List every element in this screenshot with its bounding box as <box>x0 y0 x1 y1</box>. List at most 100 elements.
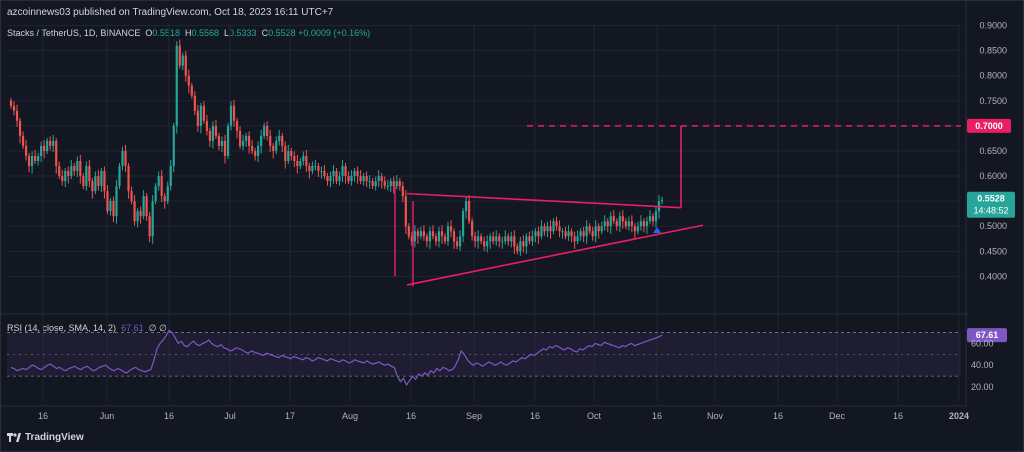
candle-body <box>284 145 287 161</box>
candle <box>528 231 531 245</box>
candle <box>284 141 287 169</box>
candle <box>540 220 543 240</box>
candle <box>199 102 202 134</box>
candle-body <box>21 135 25 146</box>
candle <box>139 206 142 224</box>
candle-body <box>82 176 85 187</box>
candle <box>266 121 269 141</box>
candle-body <box>383 181 386 187</box>
candle <box>380 173 383 189</box>
candle <box>404 190 407 234</box>
candle-body <box>645 221 649 227</box>
candle <box>386 180 389 191</box>
candle <box>55 137 58 174</box>
candle <box>365 171 368 188</box>
time-tick-label: Jun <box>100 411 115 421</box>
candle <box>34 149 37 165</box>
candle <box>383 176 386 190</box>
candle-body <box>15 110 19 121</box>
arrow-marker-icon <box>653 227 661 233</box>
candle-body <box>109 201 112 212</box>
candle-body <box>468 201 471 222</box>
price-tick-label: 0.5000 <box>979 221 1007 231</box>
candle-body <box>49 140 52 146</box>
candle <box>64 168 67 188</box>
candle <box>70 159 73 180</box>
candle-body <box>573 236 576 242</box>
candle-body <box>636 226 639 232</box>
candle-body <box>489 236 492 242</box>
candle-body <box>480 236 483 242</box>
candle <box>483 236 486 251</box>
candle-body <box>247 135 251 146</box>
candle <box>407 223 410 240</box>
candle-body <box>555 221 558 227</box>
candle <box>413 225 416 248</box>
candle <box>220 136 224 152</box>
candle-body <box>232 105 236 121</box>
candle-body <box>552 221 555 232</box>
candle <box>157 171 160 191</box>
candle <box>214 119 218 139</box>
candle-body <box>314 166 317 168</box>
candle <box>257 141 260 163</box>
candle-body <box>67 171 70 177</box>
candle-body <box>377 176 380 182</box>
candle-body <box>401 186 404 197</box>
candle-body <box>531 236 534 242</box>
candle <box>329 171 332 188</box>
candle-body <box>220 140 224 146</box>
candle-body <box>455 241 459 247</box>
candle-body <box>142 196 145 217</box>
candle-body <box>461 211 465 237</box>
candle-body <box>371 181 374 187</box>
candle-body <box>85 166 88 187</box>
candle-body <box>305 155 308 167</box>
candle <box>464 196 468 219</box>
rsi-extra: ∅ ∅ <box>148 323 167 333</box>
candle-body <box>600 226 603 232</box>
candle <box>269 129 272 152</box>
candle-body <box>428 231 432 242</box>
candle-body <box>166 186 169 202</box>
candle <box>618 211 621 233</box>
candle <box>254 147 257 161</box>
candle-body <box>254 150 257 156</box>
candle-body <box>269 135 272 146</box>
high-label: H <box>184 28 192 38</box>
candle-body <box>624 221 627 227</box>
candle <box>338 171 341 186</box>
candle <box>58 161 61 180</box>
candle-body <box>534 231 537 237</box>
candle <box>320 166 323 179</box>
candle-body <box>275 140 278 151</box>
candle-body <box>615 221 618 227</box>
candle <box>585 220 588 244</box>
candle <box>621 210 624 229</box>
candle <box>100 168 103 193</box>
time-tick-label: 16 <box>164 411 174 421</box>
candle <box>52 134 55 152</box>
candle-body <box>115 186 118 217</box>
candle <box>172 122 175 173</box>
candle <box>570 228 573 243</box>
candle-body <box>413 231 416 242</box>
candle <box>567 225 570 241</box>
candle <box>624 218 627 230</box>
candle-body <box>543 226 546 232</box>
candle <box>136 208 139 228</box>
candles <box>9 39 664 256</box>
resistance-trendline <box>406 192 682 209</box>
candle <box>124 144 127 173</box>
candle-body <box>76 161 79 172</box>
candle <box>223 134 227 164</box>
candle-body <box>112 201 115 217</box>
candle <box>142 190 145 220</box>
candle <box>443 233 447 245</box>
candle-body <box>483 241 486 247</box>
candle <box>190 82 193 99</box>
candle-body <box>525 236 528 247</box>
candle <box>458 230 462 251</box>
change-value: +0.0009 (+0.16%) <box>298 28 371 38</box>
